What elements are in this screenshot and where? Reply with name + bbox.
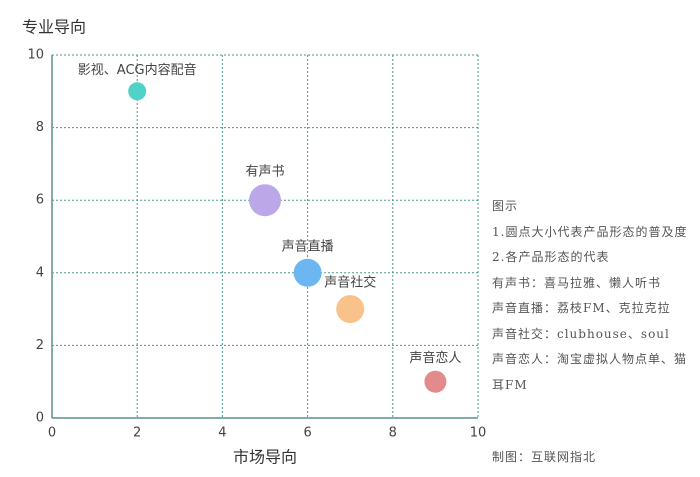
data-label: 声音社交 [324,275,376,291]
bubble [249,184,281,217]
y-tick-label: 2 [36,338,44,353]
x-tick-label: 4 [218,426,226,441]
data-label: 有声书 [245,165,284,180]
y-tick-label: 8 [36,120,44,135]
data-label: 声音直播 [282,238,334,254]
note-line: 声音直播：荔枝FM、克拉克拉 [492,301,671,315]
x-tick-label: 0 [48,426,56,441]
bubble [424,370,447,393]
y-tick-label: 4 [36,265,44,280]
x-axis-title: 市场导向 [233,448,297,467]
data-label: 声音恋人 [409,350,461,366]
data-label: 影视、ACG内容配音 [78,62,197,78]
x-tick-label: 2 [133,426,141,441]
x-tick-label: 8 [389,426,397,441]
bubble [336,295,365,324]
note-line: 声音社交：clubhouse、soul [492,326,670,341]
note-line: 1.圆点大小代表产品形态的普及度 [492,224,688,239]
bubble [128,82,147,101]
note-line: 图示 [492,199,519,213]
bubble [293,258,322,287]
notes: 图示 1.圆点大小代表产品形态的普及度 2.各产品形态的代表有声书：喜马拉雅、懒人听… [492,194,688,398]
note-line: 声音恋人：淘宝虚拟人物点单、猫耳FM [492,352,688,392]
y-axis-title: 专业导向 [22,18,86,37]
x-tick-label: 6 [303,426,311,441]
note-line: 有声书：喜马拉雅、懒人听书 [492,275,662,290]
y-tick-label: 0 [36,411,44,426]
x-tick-label: 10 [470,426,487,441]
credit: 制图：互联网指北 [492,450,597,464]
y-tick-label: 10 [27,48,44,63]
y-tick-label: 6 [36,193,44,208]
note-line: 2.各产品形态的代表 [492,250,610,264]
